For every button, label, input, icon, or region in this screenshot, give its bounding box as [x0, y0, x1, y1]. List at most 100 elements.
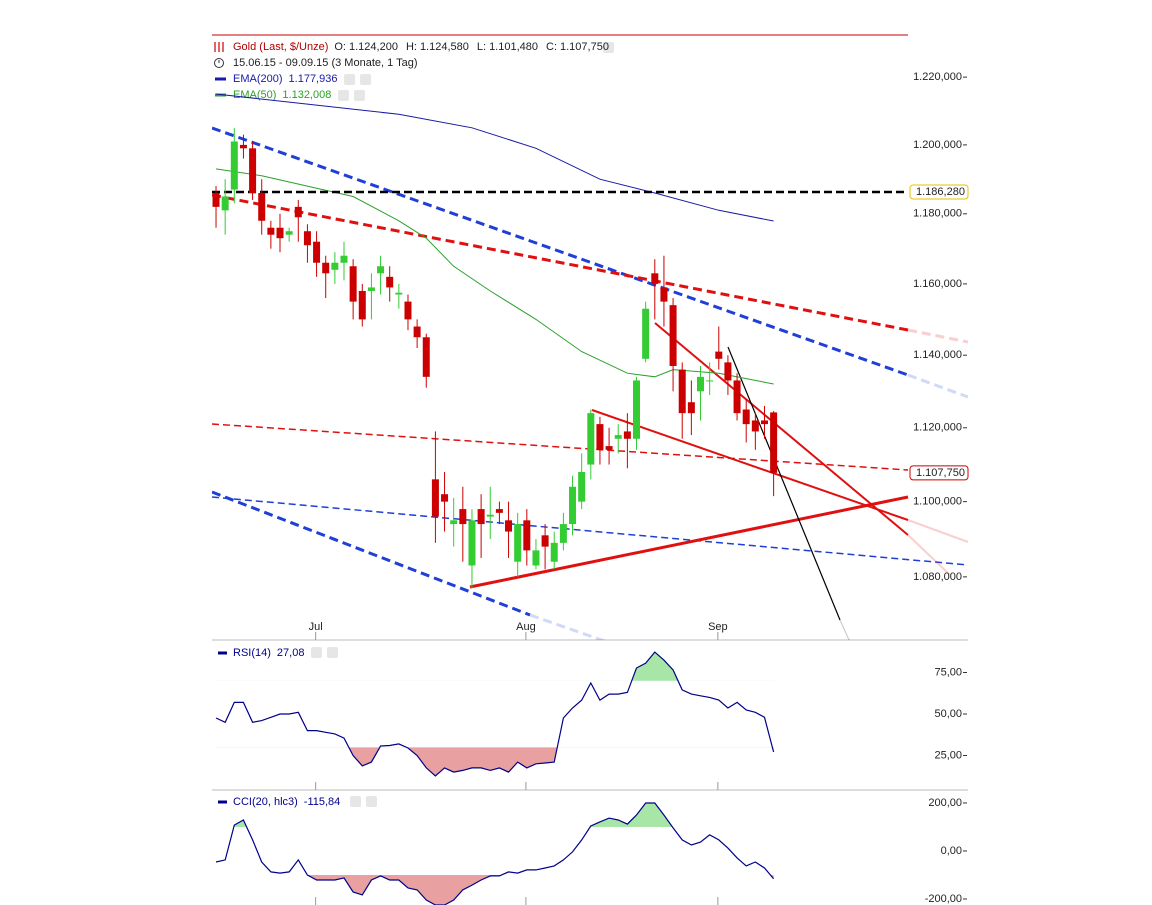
candle-body [559, 524, 567, 543]
candle-body [313, 241, 321, 263]
candle-body [459, 509, 467, 525]
settings-button[interactable] [338, 90, 349, 101]
channel-line [907, 519, 968, 543]
candle-body [294, 206, 302, 218]
y-tick-label: 1.180,000 [913, 208, 962, 220]
candle-body [696, 376, 704, 392]
candle-body [340, 255, 348, 263]
steep-line [839, 619, 850, 640]
candle-body [550, 542, 558, 562]
candle-body [285, 231, 293, 235]
candle-body [733, 380, 741, 414]
y-tick-label: 1.220,000 [913, 71, 962, 83]
candle-body [377, 266, 385, 274]
candle-body [239, 144, 247, 149]
quote-value: 1.107,750 [560, 41, 609, 53]
trend-line [212, 490, 531, 617]
y-tick-label: 25,00 [934, 749, 962, 761]
candle-body [706, 380, 714, 382]
quote-name: O: [334, 41, 346, 53]
candle-body [395, 292, 403, 295]
candle-body [578, 471, 586, 502]
y-tick-label: 0,00 [941, 845, 962, 857]
candle-body [596, 424, 604, 450]
candle-body [386, 276, 394, 288]
candle-body [669, 305, 677, 367]
trend-lines [212, 126, 968, 640]
y-tick-label: 75,00 [934, 666, 962, 678]
channel-line [654, 322, 909, 536]
indicator-plot [215, 802, 775, 905]
close-button[interactable] [327, 647, 338, 658]
candle-body [541, 535, 549, 547]
candle-body [486, 514, 494, 517]
price-marker-label: 1.186,280 [916, 186, 965, 198]
ema-value: 1.132,008 [282, 89, 331, 101]
candle-body [422, 337, 430, 377]
y-tick-label: 1.120,000 [913, 422, 962, 434]
candle-body [249, 148, 257, 194]
y-tick-label: 1.140,000 [913, 349, 962, 361]
candle-body [276, 227, 284, 239]
y-tick-label: 1.200,000 [913, 139, 962, 151]
indicator-line [215, 651, 775, 777]
candle-body [660, 287, 668, 302]
trend-line [212, 193, 909, 332]
quote-value: 1.124,580 [420, 41, 469, 53]
cci-legend: CCI(20, hlc3) -115,84 [233, 796, 340, 808]
candle-body [431, 479, 439, 517]
trend-line [212, 126, 909, 377]
settings-button[interactable] [603, 42, 614, 53]
settings-button[interactable] [344, 74, 355, 85]
x-tick-label: Jul [309, 621, 323, 633]
close-button[interactable] [366, 796, 377, 807]
quote-name: C: [546, 41, 557, 53]
price-marker-label: 1.107,750 [916, 467, 965, 479]
candle-body [751, 420, 759, 432]
candle-body [450, 520, 458, 525]
candle-body [505, 520, 513, 532]
candle-body [441, 494, 449, 502]
candle-body [514, 524, 522, 562]
candle-body [477, 509, 485, 525]
quote-value: 1.124,200 [349, 41, 398, 53]
price-plot [212, 93, 908, 589]
trend-line [907, 373, 968, 399]
indicator-value: -115,84 [304, 796, 341, 808]
trend-line [529, 613, 606, 640]
period: 15.06.15 - 09.09.15 (3 Monate, 1 Tag) [233, 57, 417, 69]
candle-body [413, 326, 421, 338]
lower-band-fill [348, 747, 774, 776]
trend-line [907, 328, 968, 344]
candle-body [770, 412, 778, 473]
channel-line [907, 534, 951, 576]
candle-body [523, 520, 531, 551]
settings-button[interactable] [350, 796, 361, 807]
candle-body [367, 287, 375, 291]
lower-band-fill [216, 874, 774, 905]
candle-body [569, 486, 577, 525]
y-tick-label: 1.160,000 [913, 278, 962, 290]
quote-name: L: [477, 41, 486, 53]
close-button[interactable] [360, 74, 371, 85]
quote-name: H: [406, 41, 417, 53]
candle-body [267, 227, 275, 235]
y-tick-label: 200,00 [928, 797, 962, 809]
ema-name: EMA(200) [233, 73, 283, 85]
candle-body [322, 262, 330, 274]
rsi-legend: RSI(14) 27,08 [233, 647, 304, 659]
indicator-plot [215, 651, 775, 777]
settings-button[interactable] [311, 647, 322, 658]
ema-line [215, 168, 774, 385]
candle-body [633, 380, 641, 439]
ema-name: EMA(50) [233, 89, 276, 101]
channel-line [591, 409, 909, 521]
ema-line [215, 93, 774, 222]
candle-body [642, 308, 650, 359]
price-legend: Gold (Last, $/Unze) O: 1.124,200 H: 1.124,58… [233, 41, 609, 53]
candle-body [587, 413, 595, 465]
close-button[interactable] [354, 90, 365, 101]
x-tick-label: Sep [708, 621, 728, 633]
candle-body [651, 273, 659, 284]
